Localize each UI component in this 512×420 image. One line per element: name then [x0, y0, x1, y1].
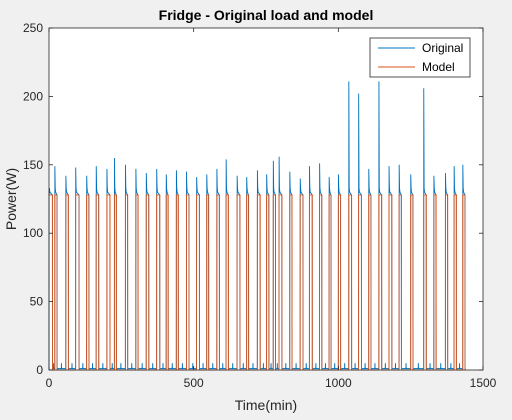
ticks-layer: 0 500 1000 1500 0 50 100 150 200 250	[23, 21, 497, 390]
y-tick-label: 250	[23, 21, 43, 35]
y-tick-label: 200	[23, 89, 43, 103]
x-axis-label: Time(min)	[235, 397, 297, 413]
y-axis-label: Power(W)	[3, 168, 19, 230]
plot-border	[48, 27, 484, 371]
legend-label-original: Original	[422, 41, 463, 55]
y-tick-label: 150	[23, 158, 43, 172]
y-tick-label: 50	[30, 295, 44, 309]
x-tick-label: 1000	[325, 376, 352, 390]
x-tick-label: 500	[184, 376, 204, 390]
x-tick-label: 1500	[470, 376, 497, 390]
legend-label-model: Model	[422, 60, 455, 74]
chart-title: Fridge - Original load and model	[159, 7, 374, 23]
legend: Original Model	[369, 37, 471, 78]
y-tick-label: 0	[36, 363, 43, 377]
legend-box	[369, 37, 471, 78]
x-tick-label: 0	[46, 376, 53, 390]
y-tick-label: 100	[23, 226, 43, 240]
